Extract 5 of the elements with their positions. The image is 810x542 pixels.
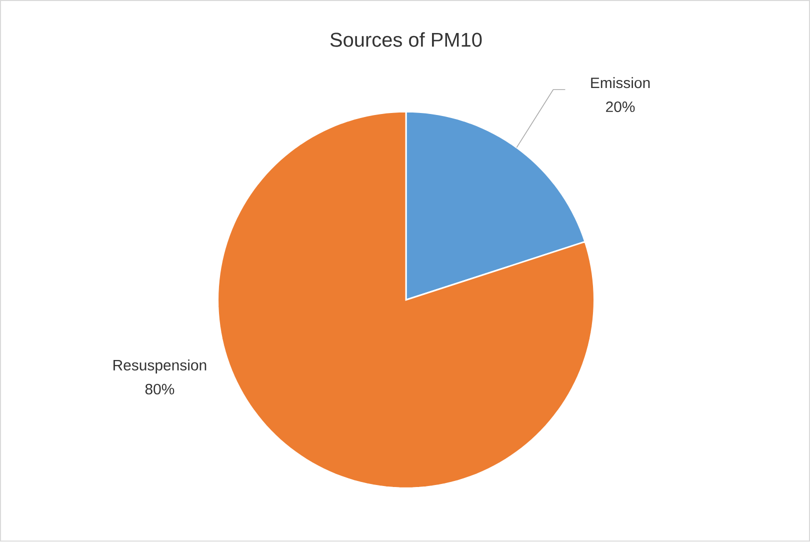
chart-title: Sources of PM10 (330, 32, 482, 48)
slice-label: Resuspension (114, 360, 206, 374)
data-label: 20% (606, 102, 635, 112)
data-label: 80% (145, 384, 174, 395)
slice-label: Emission (591, 77, 650, 88)
